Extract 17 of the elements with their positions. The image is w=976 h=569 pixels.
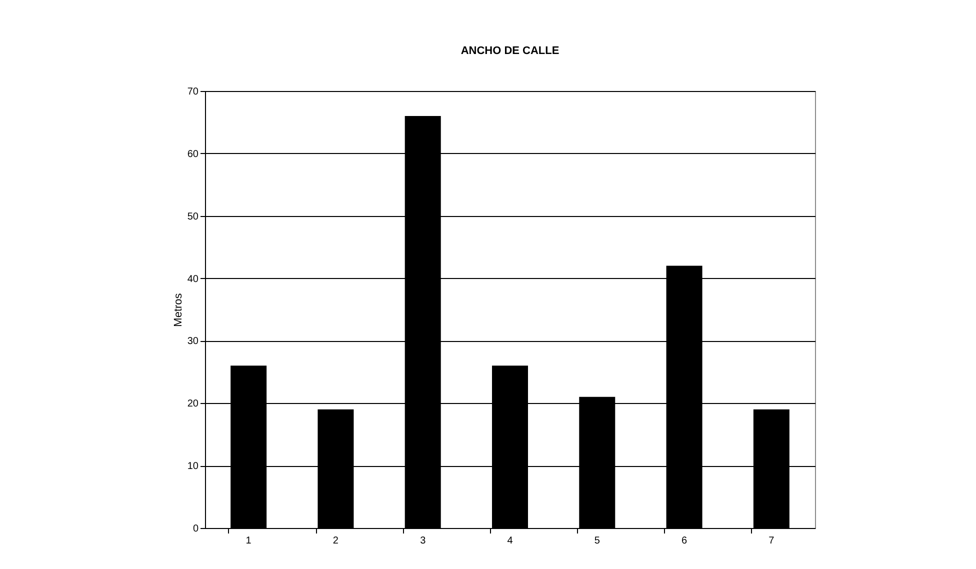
x-tick-label: 1 [246,536,252,546]
x-tick-label: 2 [332,536,339,546]
y-tick-label: 60 [187,148,199,160]
x-tick-label: 3 [420,536,426,546]
chart-title: ANCHO DE CALLE [460,45,560,57]
y-tick-label: 10 [187,461,199,472]
x-tick-label: 6 [682,536,688,546]
y-axis-title: Metros [172,292,184,327]
y-tick-label: 40 [187,274,199,285]
y-tick-label: 20 [187,398,199,410]
x-tick-label: 4 [507,536,514,546]
y-tick-label: 30 [187,336,199,348]
x-tick-label: 5 [594,536,600,546]
x-tick-label: 7 [768,536,775,546]
y-tick-label: 50 [187,211,199,222]
y-tick-label: 70 [187,86,199,98]
y-tick-label: 0 [192,524,199,534]
